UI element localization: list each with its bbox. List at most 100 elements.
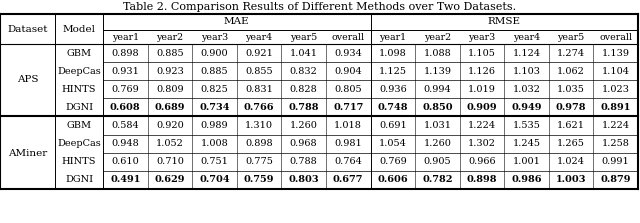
Text: year4: year4: [246, 33, 273, 41]
Text: 0.981: 0.981: [334, 140, 362, 149]
Text: 0.994: 0.994: [424, 85, 451, 93]
Text: GBM: GBM: [67, 122, 92, 130]
Text: 0.936: 0.936: [379, 85, 406, 93]
Text: 0.769: 0.769: [111, 85, 139, 93]
Text: 0.921: 0.921: [245, 48, 273, 58]
Text: 0.991: 0.991: [602, 157, 630, 167]
Text: 0.691: 0.691: [379, 122, 406, 130]
Text: 1.024: 1.024: [557, 157, 585, 167]
Text: year3: year3: [201, 33, 228, 41]
Text: HINTS: HINTS: [61, 157, 96, 167]
Text: 1.274: 1.274: [557, 48, 585, 58]
Text: 0.891: 0.891: [600, 103, 631, 112]
Text: GBM: GBM: [67, 48, 92, 58]
Text: 1.105: 1.105: [468, 48, 496, 58]
Text: 0.584: 0.584: [111, 122, 139, 130]
Text: 0.491: 0.491: [110, 176, 140, 184]
Text: 0.782: 0.782: [422, 176, 452, 184]
Text: 0.769: 0.769: [379, 157, 406, 167]
Text: 0.850: 0.850: [422, 103, 452, 112]
Text: 1.265: 1.265: [557, 140, 585, 149]
Text: 0.608: 0.608: [110, 103, 141, 112]
Text: 1.052: 1.052: [156, 140, 184, 149]
Text: 0.788: 0.788: [290, 157, 317, 167]
Text: 0.879: 0.879: [600, 176, 631, 184]
Text: 0.989: 0.989: [201, 122, 228, 130]
Text: 0.717: 0.717: [333, 103, 364, 112]
Text: 0.949: 0.949: [511, 103, 542, 112]
Text: 0.934: 0.934: [334, 48, 362, 58]
Text: 1.302: 1.302: [468, 140, 496, 149]
Text: 1.260: 1.260: [424, 140, 451, 149]
Text: Model: Model: [63, 25, 95, 33]
Text: DeepCas: DeepCas: [57, 140, 101, 149]
Text: 1.125: 1.125: [379, 66, 407, 76]
Text: AMiner: AMiner: [8, 149, 47, 157]
Text: 0.629: 0.629: [155, 176, 185, 184]
Text: 0.751: 0.751: [200, 157, 228, 167]
Text: Table 2. Comparison Results of Different Methods over Two Datasets.: Table 2. Comparison Results of Different…: [124, 2, 516, 12]
Text: 0.855: 0.855: [245, 66, 273, 76]
Text: 0.748: 0.748: [378, 103, 408, 112]
Text: 1.054: 1.054: [379, 140, 407, 149]
Text: 1.088: 1.088: [424, 48, 451, 58]
Text: 0.825: 0.825: [200, 85, 228, 93]
Text: 0.764: 0.764: [334, 157, 362, 167]
Text: 1.103: 1.103: [513, 66, 541, 76]
Text: 0.704: 0.704: [199, 176, 230, 184]
Text: DGNI: DGNI: [65, 176, 93, 184]
Text: 0.831: 0.831: [245, 85, 273, 93]
Text: Dataset: Dataset: [7, 25, 48, 33]
Text: 1.098: 1.098: [379, 48, 406, 58]
Text: 0.885: 0.885: [201, 66, 228, 76]
Text: 0.978: 0.978: [556, 103, 586, 112]
Text: 0.710: 0.710: [156, 157, 184, 167]
Text: 0.931: 0.931: [111, 66, 140, 76]
Text: year5: year5: [290, 33, 317, 41]
Text: 0.900: 0.900: [201, 48, 228, 58]
Text: 0.606: 0.606: [378, 176, 408, 184]
Text: year5: year5: [557, 33, 585, 41]
Text: 1.018: 1.018: [334, 122, 362, 130]
Text: 0.898: 0.898: [245, 140, 273, 149]
Text: MAE: MAE: [224, 17, 250, 27]
Text: year4: year4: [513, 33, 540, 41]
Text: 1.139: 1.139: [602, 48, 630, 58]
Text: 1.260: 1.260: [290, 122, 317, 130]
Text: 0.689: 0.689: [155, 103, 185, 112]
Text: 0.610: 0.610: [111, 157, 139, 167]
Text: 0.885: 0.885: [156, 48, 184, 58]
Text: 1.003: 1.003: [556, 176, 586, 184]
Text: overall: overall: [599, 33, 632, 41]
Text: 0.904: 0.904: [334, 66, 362, 76]
Text: 1.019: 1.019: [468, 85, 496, 93]
Text: 1.008: 1.008: [200, 140, 228, 149]
Text: overall: overall: [332, 33, 365, 41]
Text: 1.126: 1.126: [468, 66, 496, 76]
Text: 0.898: 0.898: [467, 176, 497, 184]
Text: year1: year1: [112, 33, 139, 41]
Text: 1.258: 1.258: [602, 140, 630, 149]
Text: 0.788: 0.788: [289, 103, 319, 112]
Text: 0.948: 0.948: [111, 140, 139, 149]
Text: 0.898: 0.898: [111, 48, 139, 58]
Text: 0.734: 0.734: [199, 103, 230, 112]
Text: 1.124: 1.124: [513, 48, 541, 58]
Text: 0.809: 0.809: [156, 85, 184, 93]
Text: 1.032: 1.032: [513, 85, 541, 93]
Text: 1.139: 1.139: [424, 66, 451, 76]
Text: 1.535: 1.535: [513, 122, 540, 130]
Text: 1.031: 1.031: [424, 122, 451, 130]
Text: 0.986: 0.986: [511, 176, 542, 184]
Text: 1.621: 1.621: [557, 122, 585, 130]
Text: 0.803: 0.803: [288, 176, 319, 184]
Text: 0.766: 0.766: [244, 103, 275, 112]
Text: 0.805: 0.805: [334, 85, 362, 93]
Text: 0.923: 0.923: [156, 66, 184, 76]
Text: 1.062: 1.062: [557, 66, 585, 76]
Text: year1: year1: [380, 33, 406, 41]
Text: RMSE: RMSE: [488, 17, 521, 27]
Text: 1.224: 1.224: [468, 122, 496, 130]
Text: year3: year3: [468, 33, 495, 41]
Text: 0.905: 0.905: [424, 157, 451, 167]
